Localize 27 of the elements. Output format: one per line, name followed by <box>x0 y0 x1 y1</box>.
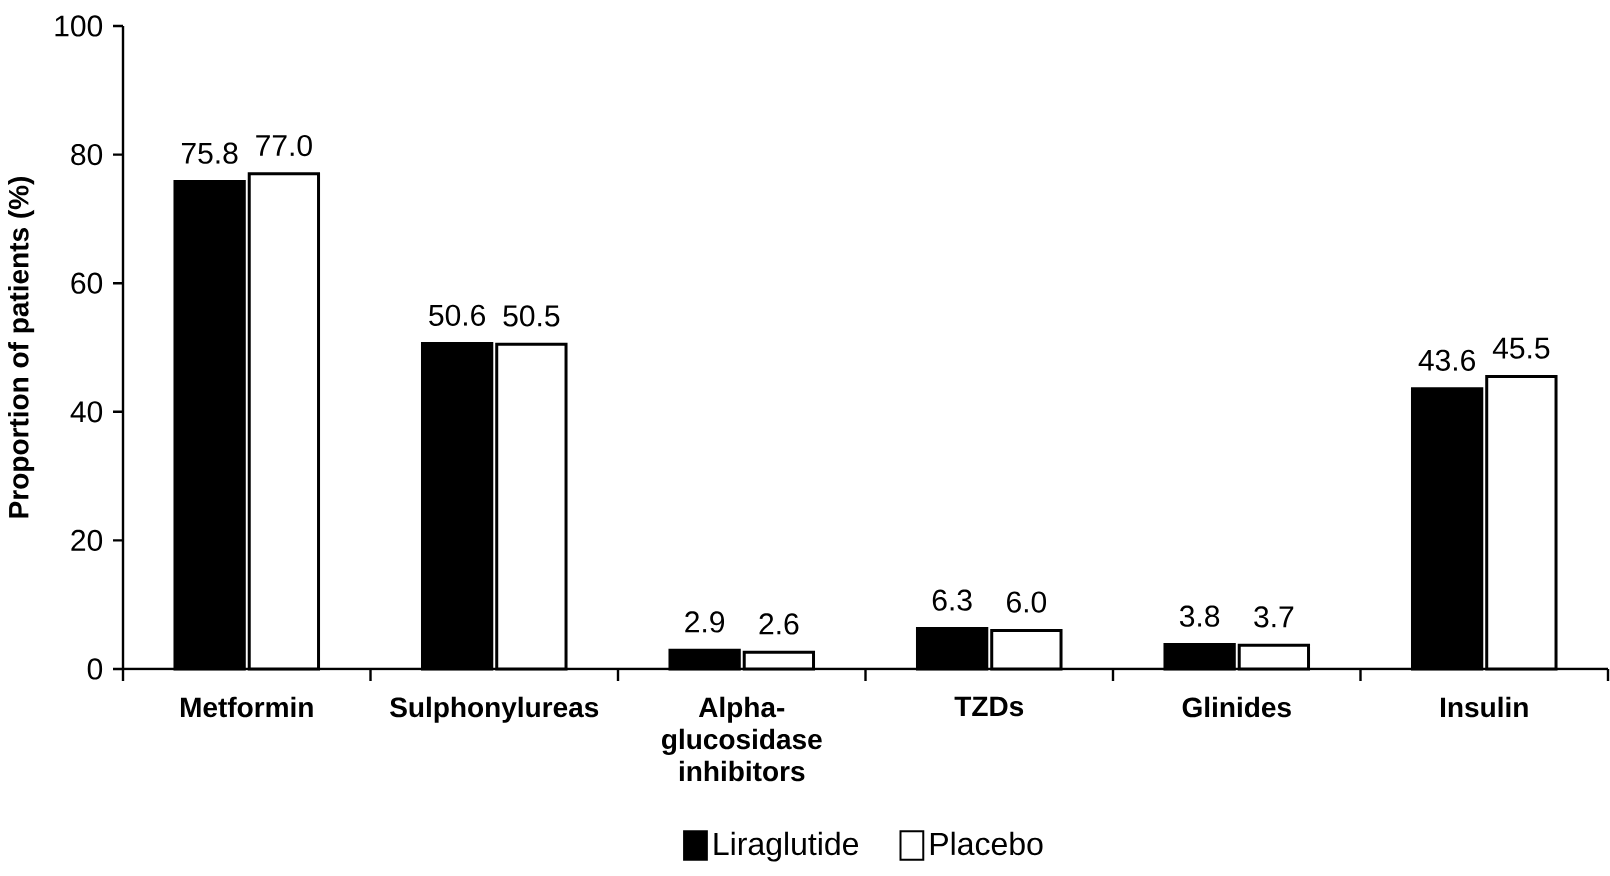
y-tick-label: 80 <box>71 143 103 166</box>
data-label: 6.3 <box>932 589 972 611</box>
data-label: 2.9 <box>685 611 725 633</box>
data-label: 6.0 <box>1007 591 1047 613</box>
y-tick-label: 60 <box>71 272 103 294</box>
legend-label: Placebo <box>930 831 1043 856</box>
data-label: 3.8 <box>1179 605 1220 627</box>
y-tick-label: 0 <box>87 658 103 680</box>
data-label: 50.5 <box>503 305 560 327</box>
x-tick-label: Insulin <box>1441 696 1528 718</box>
legend-label: Liraglutide <box>714 831 859 862</box>
y-axis-title: Proportion of patients (%) <box>8 177 35 518</box>
x-tick-label: Sulphonylureas <box>390 696 599 723</box>
data-label: 75.8 <box>181 142 238 164</box>
data-label: 43.6 <box>1418 349 1475 371</box>
y-tick-label: 100 <box>55 15 103 37</box>
data-label: 3.7 <box>1254 606 1294 628</box>
x-tick-label: TZDs <box>954 696 1024 717</box>
x-tick-label: Metformin <box>180 696 313 718</box>
data-label: 45.5 <box>1492 337 1550 359</box>
data-label: 77.0 <box>256 134 312 157</box>
x-tick-label: Glinides <box>1182 696 1291 718</box>
x-tick-label: Alpha-glucosidase inhibitors <box>662 696 822 782</box>
y-tick-label: 40 <box>70 401 103 423</box>
y-tick-label: 20 <box>71 529 103 551</box>
data-label: 50.6 <box>429 304 486 326</box>
data-label: 2.6 <box>759 613 799 635</box>
